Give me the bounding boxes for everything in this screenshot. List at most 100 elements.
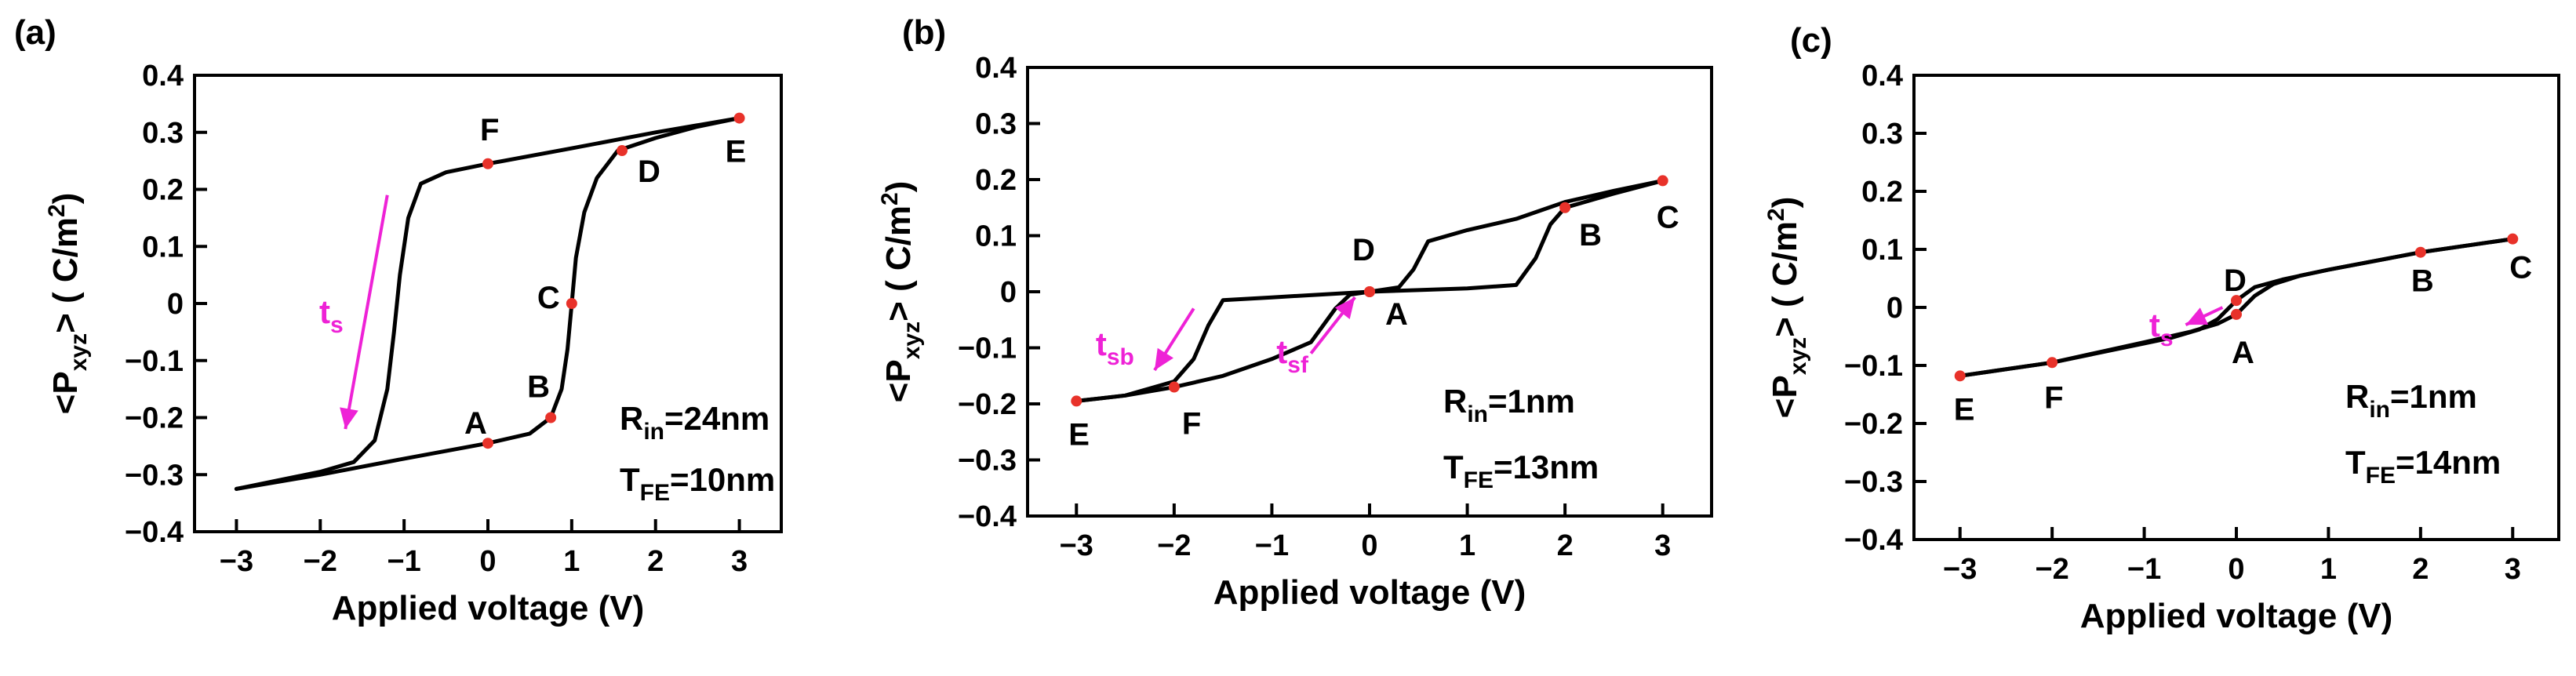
switching-time-sub: s [2160,325,2174,351]
y-tick-label: −0.2 [1844,408,1903,441]
point-E [733,112,745,124]
y-label-sup: 2 [877,192,903,205]
switching-time-main: t [1276,333,1287,370]
x-tick-label: −1 [2127,553,2161,586]
y-tick-label: −0.3 [958,445,1017,478]
y-tick-label: 0.3 [142,117,184,150]
point-C [2507,233,2519,245]
point-F [482,158,493,169]
point-label-A: A [2232,336,2254,370]
x-axis-label: Applied voltage (V) [1213,573,1526,612]
y-label-main: <P [46,371,85,414]
point-label-F: F [2044,380,2063,415]
param-subscript: in [2369,397,2390,423]
y-tick-label: 0.4 [1861,60,1903,93]
y-tick-label: 0.1 [142,231,184,263]
param-symbol: R [620,400,643,437]
y-tick-label: 0.2 [142,174,184,207]
y-label-unit: > ( C/m [879,205,918,322]
point-F [2047,357,2058,369]
y-tick-label: 0.4 [142,60,184,93]
switching-arrow-line [344,194,389,430]
point-label-D: D [638,154,660,189]
param-symbol: T [1443,449,1464,485]
chart-panel-2: (b) −3 −2 −1 0 1 2 3 −0.4 −0.3 −0.2 −0.1 0 0.1 0.2 0.3 0… [877,13,1713,612]
y-tick-label: 0.1 [975,220,1017,253]
y-tick-label: 0.1 [1861,234,1903,267]
y-tick-label: 0.2 [1861,176,1903,209]
param-value: =1nm [1488,383,1575,420]
y-label-close: ) [1766,197,1804,209]
switching-arrow-head [1154,347,1173,371]
x-tick-label: 1 [563,545,580,578]
y-label-main: <P [1766,375,1804,418]
parameter-annotation: Rin=24nm [620,400,770,445]
panel-label: (a) [14,13,56,52]
parameter-annotation: TFE=14nm [2345,444,2501,489]
x-tick-label: −3 [220,545,253,578]
param-symbol: T [2345,444,2366,481]
point-B [545,412,557,423]
y-tick-label: −0.4 [1844,524,1903,557]
x-tick-label: 2 [1557,529,1574,562]
y-label-unit: > ( C/m [46,217,85,333]
y-tick-label: 0.4 [975,52,1017,85]
chart-panel-1: (a) −3 −2 −1 0 1 2 3 −0.4 −0.3 −0.2 −0.1 0 0.1 0.2 0.3 0… [14,13,783,627]
param-subscript: FE [2366,463,2396,489]
y-label-main: <P [879,359,918,402]
y-axis-label: <Pxyz> ( C/m2) [44,193,92,415]
x-tick-label: −1 [387,545,420,578]
panel-label: (b) [902,13,946,52]
param-value: =13nm [1494,449,1599,485]
y-label-sub: xyz [1785,337,1811,375]
point-C [566,298,577,309]
parameter-annotation: TFE=13nm [1443,449,1599,493]
y-label-sub: xyz [66,333,92,371]
x-tick-label: 0 [479,545,496,578]
x-axis-label: Applied voltage (V) [2080,597,2392,635]
param-subscript: FE [640,480,670,506]
y-tick-label: −0.1 [125,345,184,378]
x-tick-label: 3 [2505,553,2521,586]
point-label-D: D [1352,233,1375,267]
y-label-sub: xyz [899,322,925,359]
series-line-1 [234,116,742,491]
y-tick-label: 0 [1000,276,1017,309]
point-label-C: C [1657,200,1679,234]
switching-arrow-head [340,407,358,430]
param-symbol: R [1443,383,1467,420]
x-tick-label: −2 [304,545,337,578]
series-line-2 [1958,237,2515,378]
point-label-B: B [2411,264,2434,299]
x-tick-label: 2 [647,545,664,578]
series-line-2 [234,116,742,491]
x-tick-label: 3 [1654,529,1671,562]
switching-time-sub: s [330,312,344,338]
y-tick-label: −0.3 [125,459,184,492]
param-value: =24nm [664,400,770,437]
y-tick-label: 0 [1887,292,1903,325]
param-symbol: T [620,461,640,498]
switching-time-main: t [1096,325,1107,362]
y-tick-label: 0.3 [1861,118,1903,151]
point-E [1954,370,1966,382]
parameter-annotation: TFE=10nm [620,461,775,506]
point-label-F: F [480,113,499,147]
y-tick-label: −0.3 [1844,466,1903,499]
x-tick-label: −3 [1060,529,1093,562]
switching-time-label: ts [2149,307,2174,351]
y-tick-label: −0.4 [125,516,184,549]
y-label-sup: 2 [1763,208,1789,221]
point-D [1364,286,1375,297]
point-label-A: A [1385,297,1408,332]
switching-time-sub: sb [1107,344,1134,370]
switching-arrow-head [1334,297,1355,320]
point-label-B: B [527,370,550,405]
switching-time-sub: sf [1287,352,1309,378]
y-label-close: ) [46,193,85,205]
x-tick-label: 1 [1459,529,1475,562]
x-tick-label: 1 [2320,553,2337,586]
point-label-D: D [2224,263,2247,298]
x-tick-label: −3 [1943,553,1977,586]
y-tick-label: 0 [167,288,184,321]
